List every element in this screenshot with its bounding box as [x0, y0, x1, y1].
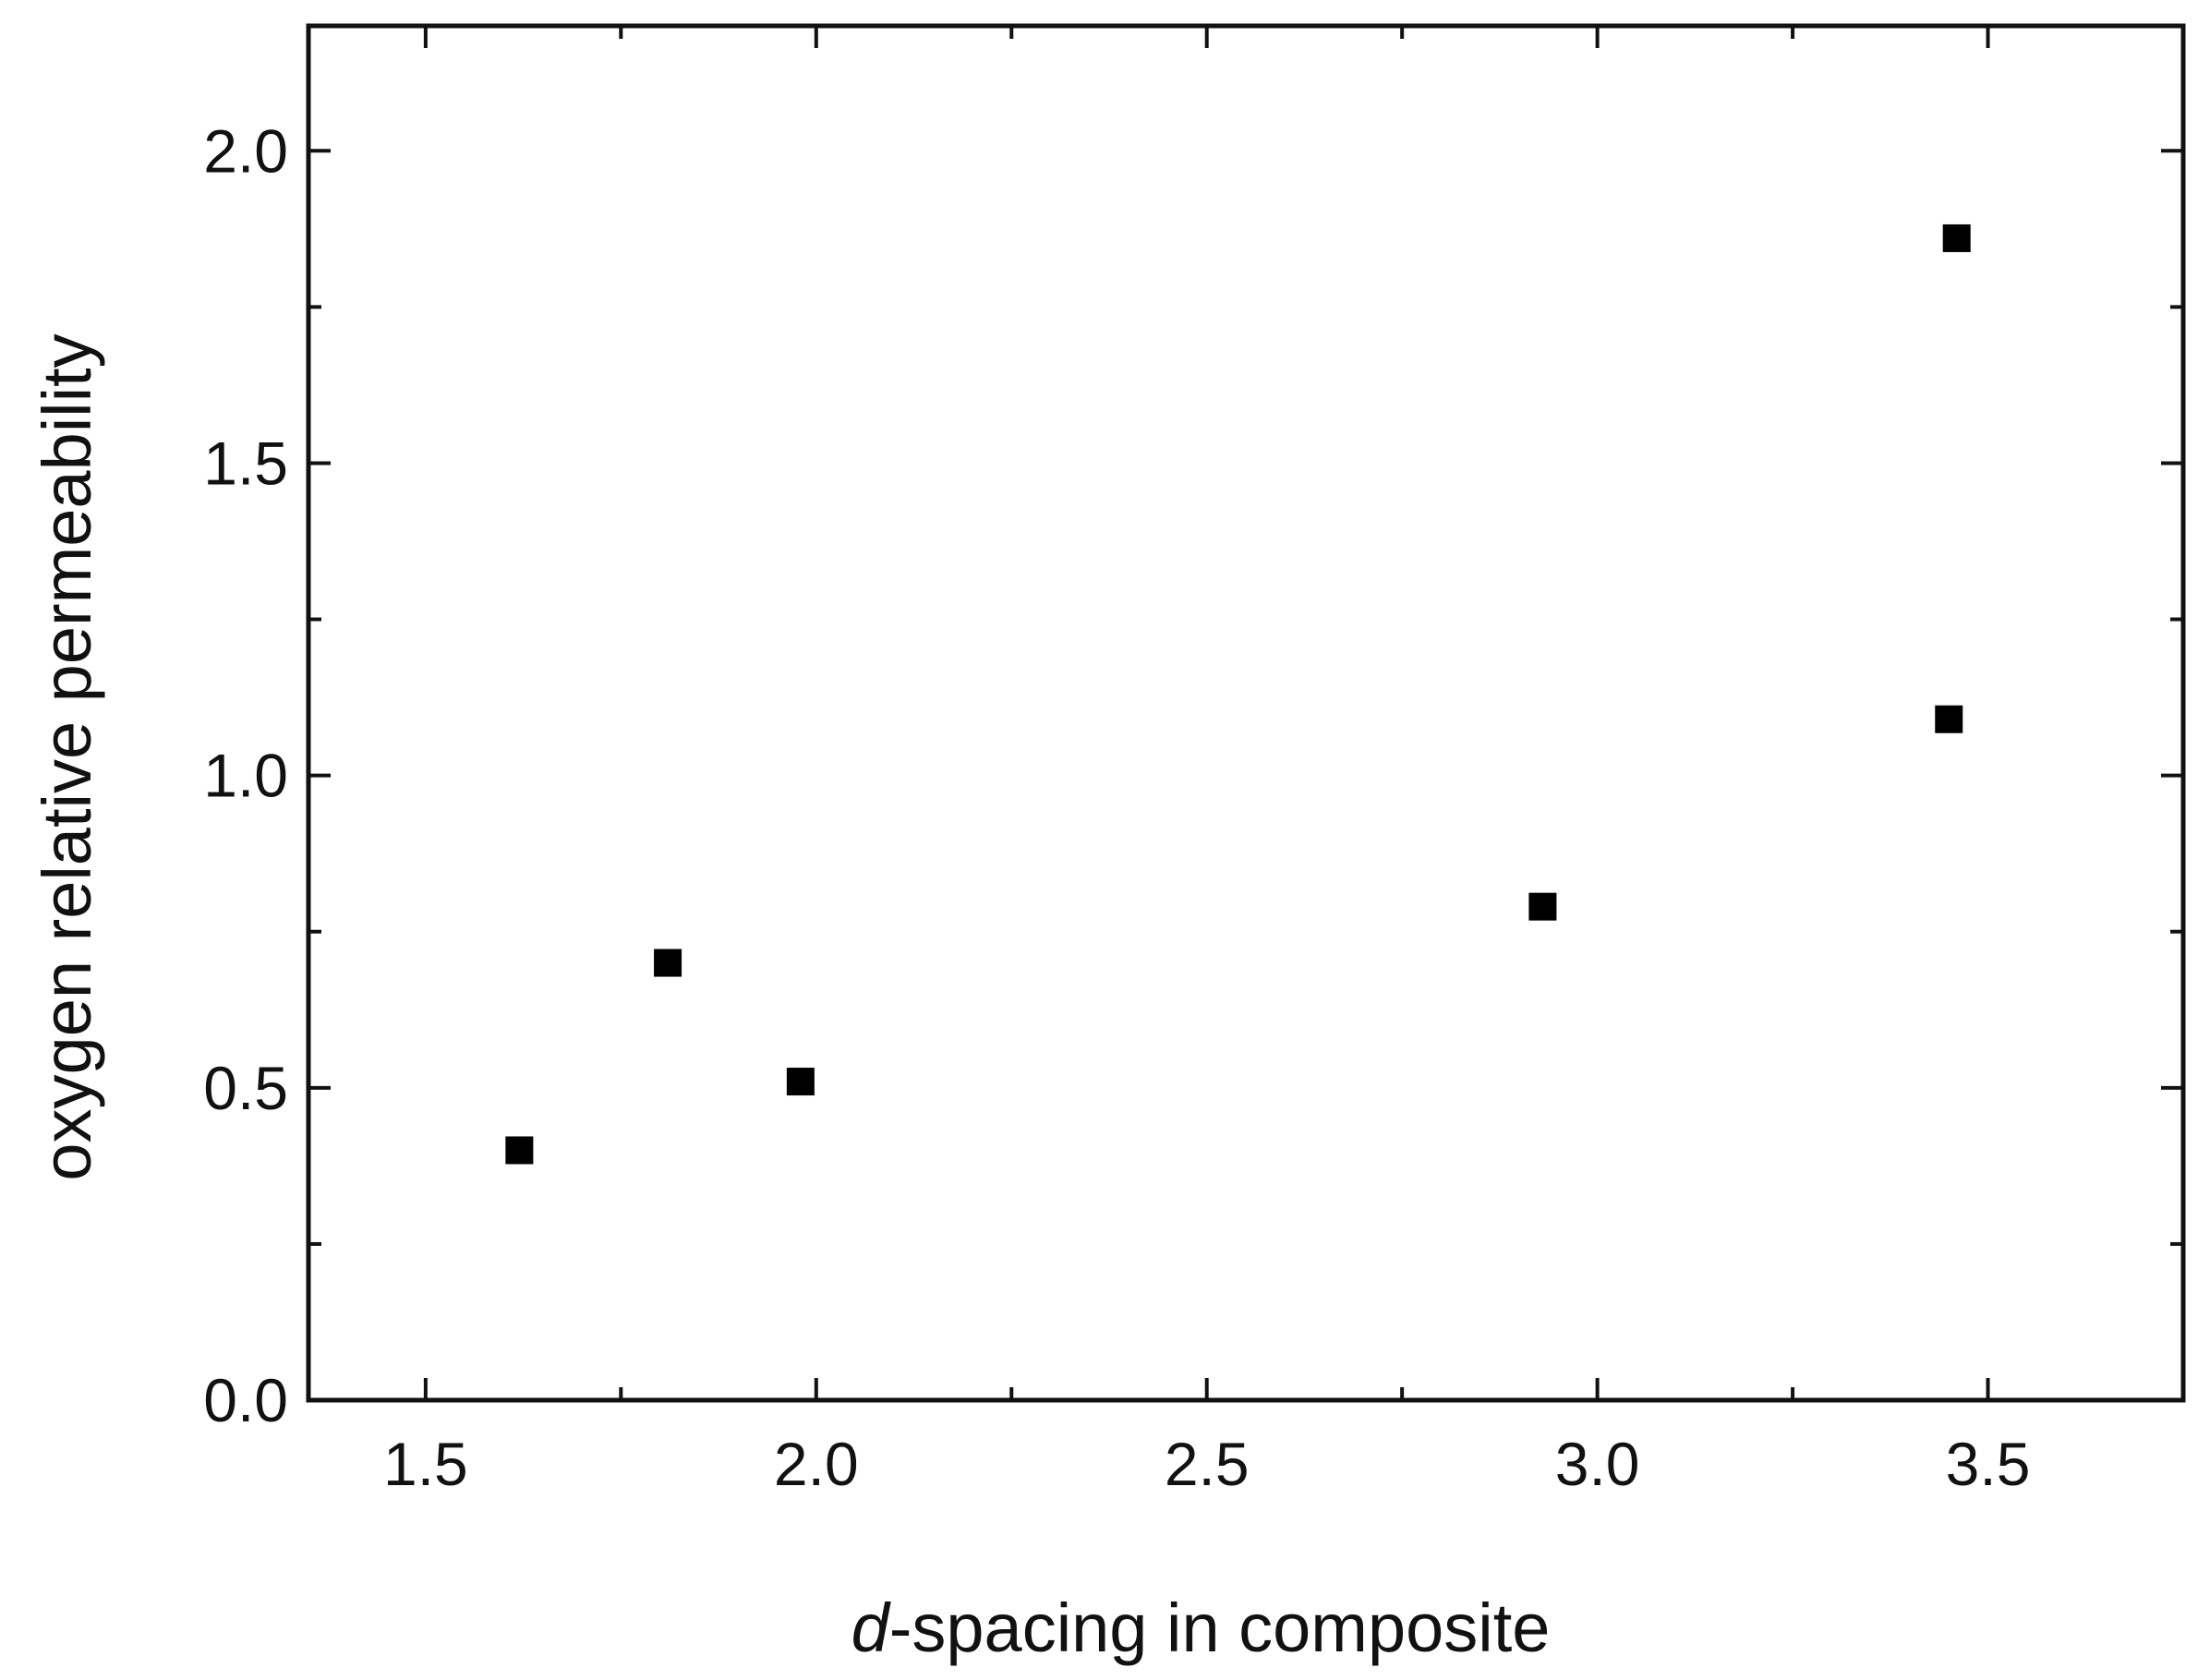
data-point: [1935, 705, 1963, 733]
x-tick-label: 3.0: [1555, 1430, 1640, 1498]
data-point: [654, 949, 682, 977]
x-axis-title: d-spacing in composite: [851, 1589, 1551, 1666]
axis-ticks: [308, 26, 2183, 1402]
data-points: [505, 224, 1971, 1165]
data-point: [1942, 224, 1971, 252]
y-tick-label: 0.5: [203, 1054, 288, 1122]
plot-frame: [306, 23, 2186, 1403]
x-tick-label: 2.5: [1165, 1430, 1250, 1498]
data-point: [505, 1136, 534, 1165]
x-tick-label: 2.0: [774, 1430, 859, 1498]
y-tick-label: 2.0: [203, 116, 288, 185]
data-point: [786, 1068, 815, 1096]
x-axis-title-rest: -spacing in composite: [889, 1589, 1551, 1666]
y-tick-label: 0.0: [203, 1366, 288, 1434]
axis-tick-labels: 1.5 2.0 2.5 3.0 3.5 0.0 0.5 1.0 1.5 2.0: [203, 116, 2030, 1498]
y-tick-label: 1.0: [203, 742, 288, 810]
y-tick-label: 1.5: [203, 429, 288, 497]
y-axis-title: oxygen relative permeability: [29, 333, 105, 1180]
x-tick-label: 3.5: [1946, 1430, 2031, 1498]
x-tick-label: 1.5: [383, 1430, 468, 1498]
data-point: [1528, 892, 1557, 921]
x-axis-title-italic: d: [851, 1589, 892, 1666]
